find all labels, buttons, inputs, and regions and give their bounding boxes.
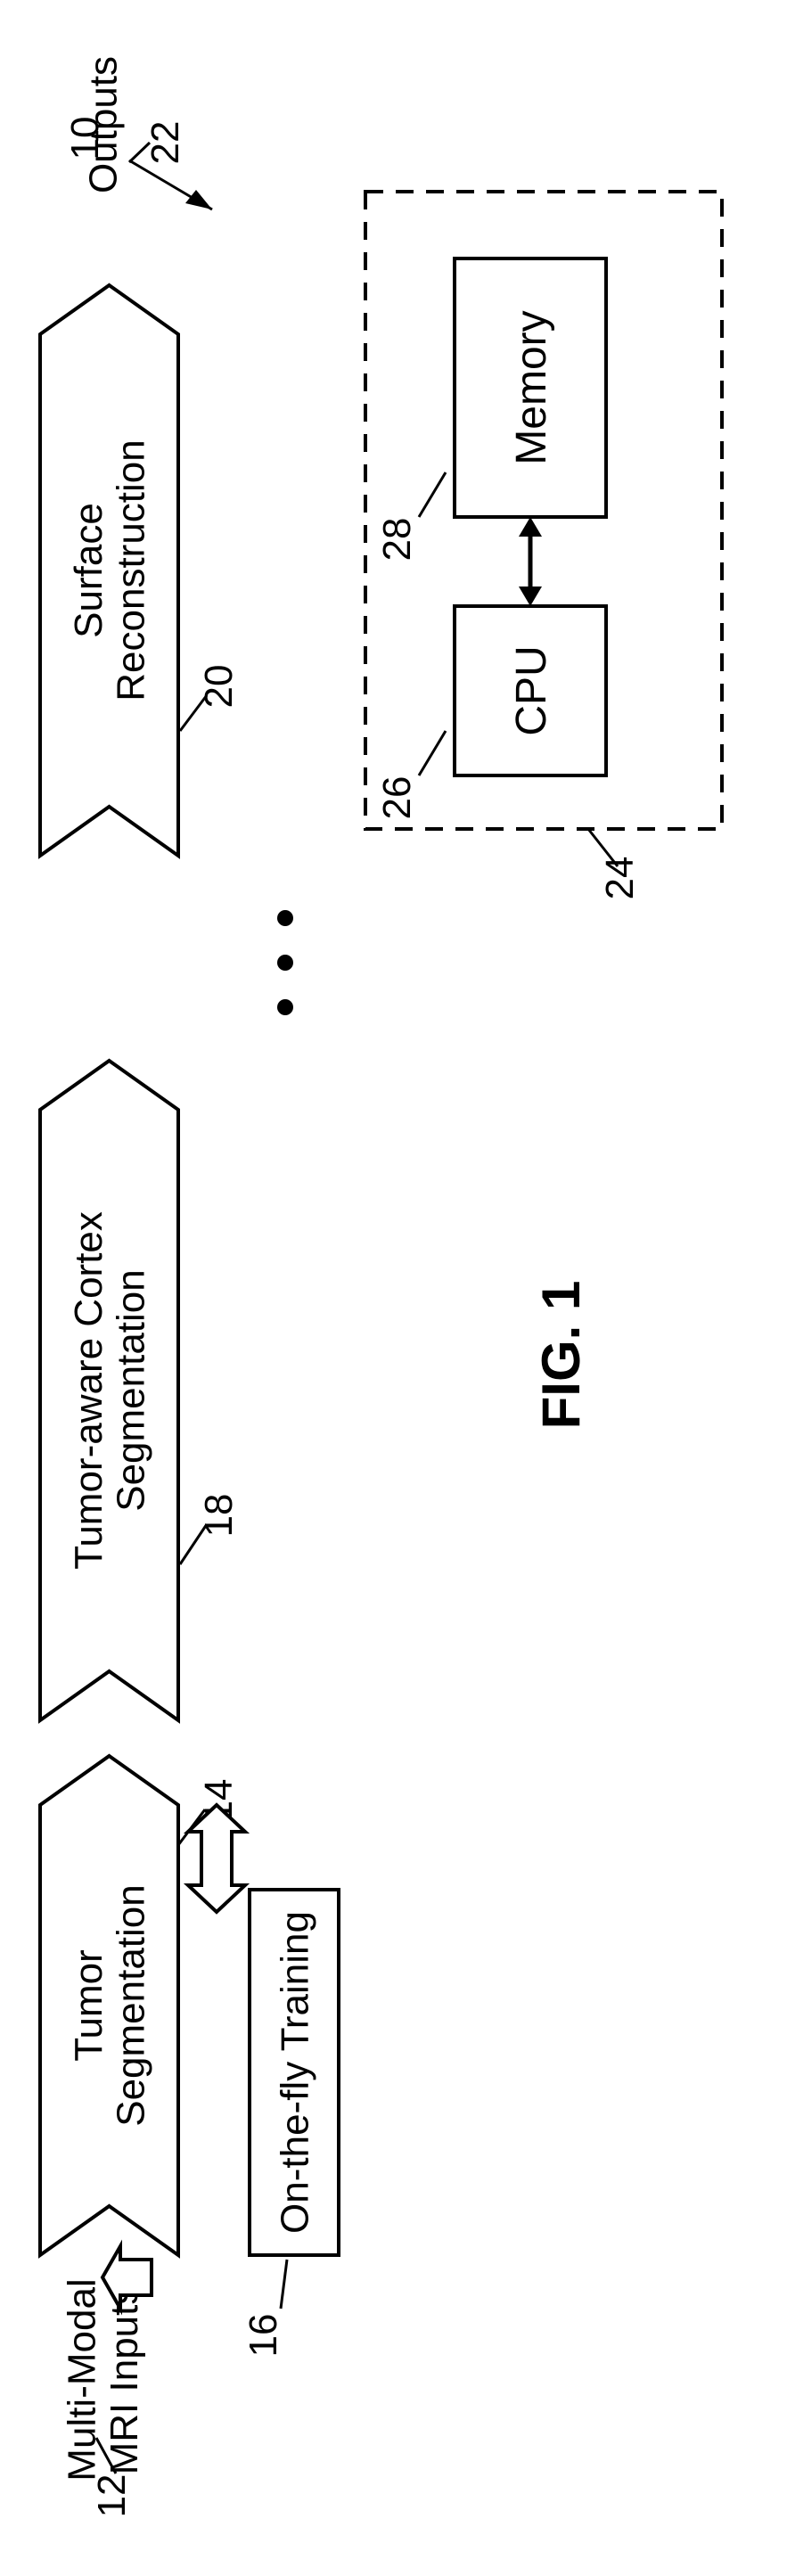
cpu-memory-arrowhead [519, 587, 542, 606]
figure-caption: FIG. 1 [531, 1281, 591, 1430]
cpu-label: CPU [508, 645, 555, 735]
memory-label: Memory [508, 310, 555, 464]
training-label: On-the-fly Training [273, 1911, 316, 2234]
training-ref-line [281, 2260, 287, 2309]
surface-rec-ref: 20 [197, 665, 241, 709]
memory-ref-line [419, 472, 446, 517]
figure-ref-arrow [185, 190, 212, 209]
ellipsis-dot [277, 955, 293, 971]
ellipsis-dot [277, 999, 293, 1015]
memory-ref: 28 [375, 518, 419, 562]
cpu-ref: 26 [375, 776, 419, 820]
output-ref: 22 [143, 121, 187, 165]
input-ref: 12 [90, 2474, 134, 2518]
training-ref: 16 [242, 2314, 285, 2358]
cpu-memory-arrowhead [519, 517, 542, 537]
ellipsis-dot [277, 910, 293, 926]
figure-ref: 10 [63, 117, 107, 160]
cpu-ref-line [419, 731, 446, 775]
cortex-seg-ref: 18 [197, 1494, 241, 1538]
system-ref: 24 [598, 857, 642, 900]
